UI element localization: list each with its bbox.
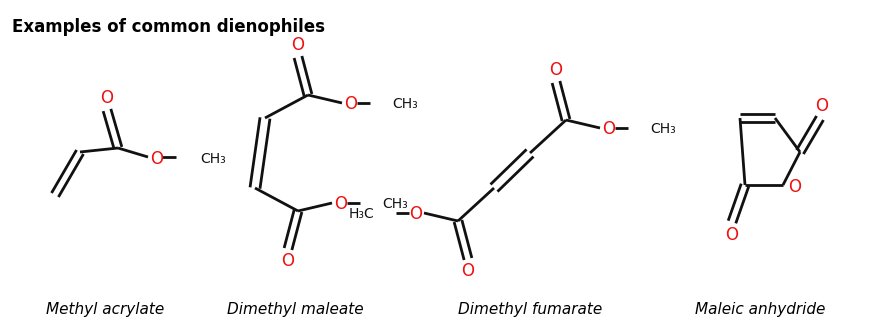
Text: O: O — [788, 178, 801, 196]
Text: O: O — [409, 205, 422, 223]
Text: O: O — [344, 95, 357, 113]
Text: CH₃: CH₃ — [392, 97, 418, 111]
Text: O: O — [101, 89, 114, 107]
Text: O: O — [281, 252, 294, 270]
Text: O: O — [602, 120, 615, 138]
Text: O: O — [725, 226, 738, 244]
Text: O: O — [816, 97, 829, 115]
Text: CH₃: CH₃ — [200, 152, 226, 166]
Text: CH₃: CH₃ — [382, 197, 407, 211]
Text: O: O — [150, 150, 163, 168]
Text: O: O — [462, 262, 475, 280]
Text: Dimethyl maleate: Dimethyl maleate — [227, 302, 364, 317]
Text: O: O — [549, 61, 562, 79]
Text: Examples of common dienophiles: Examples of common dienophiles — [12, 18, 325, 36]
Text: H₃C: H₃C — [349, 207, 374, 221]
Text: Dimethyl fumarate: Dimethyl fumarate — [458, 302, 602, 317]
Text: O: O — [292, 36, 305, 54]
Text: CH₃: CH₃ — [650, 122, 675, 136]
Text: Maleic anhydride: Maleic anhydride — [695, 302, 825, 317]
Text: O: O — [334, 195, 347, 213]
Text: Methyl acrylate: Methyl acrylate — [46, 302, 164, 317]
